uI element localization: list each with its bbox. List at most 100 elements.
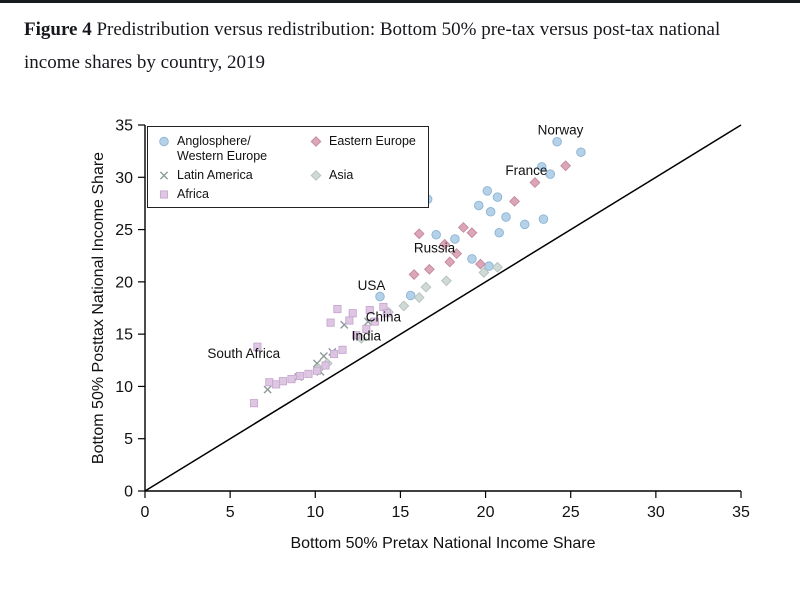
legend-label: Africa <box>177 187 209 202</box>
y-tick-label: 5 <box>124 432 133 449</box>
scatter-point <box>537 162 547 172</box>
legend-marker-diamond-icon <box>310 170 322 182</box>
x-tick-label: 35 <box>732 504 750 521</box>
x-tick-label: 30 <box>647 504 665 521</box>
scatter-point <box>529 177 541 189</box>
y-tick-label: 20 <box>115 275 133 292</box>
scatter-point <box>560 160 572 172</box>
legend-item-latin-america: Latin America <box>156 168 308 183</box>
series-asia <box>313 262 503 375</box>
legend-marker-diamond-icon <box>310 136 322 148</box>
scatter-point <box>310 170 322 182</box>
scatter-point <box>329 350 339 359</box>
scatter-point <box>287 375 296 384</box>
scatter-point <box>312 367 322 376</box>
figure-chart: 0 5 10 15 20 25 30 35 0 5 10 15 20 25 30 35 Norway France… <box>0 99 800 591</box>
scatter-point <box>326 318 335 328</box>
country-label-china: China <box>366 310 402 325</box>
scatter-point <box>333 305 342 314</box>
legend-marker-square-icon <box>159 190 169 199</box>
legend-label: Latin America <box>177 168 253 183</box>
scatter-point <box>319 352 328 361</box>
scatter-point <box>375 292 385 302</box>
scatter-point <box>405 291 416 301</box>
figure-title: Predistribution versus redistribution: B… <box>24 19 721 73</box>
scatter-point <box>474 201 484 211</box>
legend-item-asia: Asia <box>308 168 420 183</box>
legend-item-eastern-europe: Eastern Europe <box>308 134 420 164</box>
scatter-point <box>509 196 520 208</box>
scatter-point <box>475 258 486 270</box>
scatter-point <box>450 234 460 245</box>
country-label-india: India <box>352 329 382 344</box>
country-label-france: France <box>505 164 547 179</box>
scatter-point <box>545 169 556 180</box>
scatter-point <box>576 147 586 158</box>
chart-legend: Anglosphere/Western Europe Eastern Europe… <box>147 126 429 209</box>
legend-label: Anglosphere/Western Europe <box>177 134 268 164</box>
scatter-point <box>253 342 262 352</box>
scatter-point <box>159 137 169 147</box>
scatter-point <box>321 361 330 370</box>
scatter-point <box>492 262 503 273</box>
scatter-point <box>363 317 373 327</box>
scatter-point <box>370 317 379 326</box>
country-label-norway: Norway <box>538 123 584 138</box>
legend-item-anglosphere-western-europe: Anglosphere/Western Europe <box>156 134 308 164</box>
legend-label: Asia <box>329 168 354 183</box>
reference-line <box>144 124 742 492</box>
scatter-point <box>467 254 477 264</box>
scatter-point <box>413 292 425 304</box>
scatter-point <box>365 306 374 315</box>
scatter-point <box>352 331 361 340</box>
scatter-point <box>382 309 391 318</box>
y-tick-label: 35 <box>115 118 133 135</box>
series-eastern-europe <box>408 160 572 281</box>
scatter-point <box>338 346 347 355</box>
scatter-point <box>466 227 478 239</box>
scatter-point <box>413 228 425 240</box>
scatter-point <box>398 300 410 312</box>
country-label-south-africa: South Africa <box>207 347 280 362</box>
scatter-point <box>440 275 452 287</box>
legend-marker-x-icon <box>159 171 169 180</box>
scatter-point <box>310 136 322 148</box>
y-axis-title: Bottom 50% Posttax National Income Share <box>90 152 107 464</box>
scatter-point <box>249 399 259 408</box>
scatter-plot: 0 5 10 15 20 25 30 35 0 5 10 15 20 25 30 35 Norway France… <box>90 118 750 553</box>
y-tick-label: 30 <box>115 170 133 187</box>
scatter-point <box>431 230 441 240</box>
scatter-point <box>278 377 287 386</box>
x-tick-label: 10 <box>306 504 324 521</box>
y-tick-label: 10 <box>115 379 133 396</box>
scatter-point <box>265 378 274 387</box>
scatter-point <box>482 186 493 196</box>
y-tick-label: 15 <box>115 327 133 344</box>
scatter-point <box>519 219 530 230</box>
scatter-point <box>272 380 281 389</box>
legend-label: Eastern Europe <box>329 134 416 149</box>
scatter-point <box>348 309 357 318</box>
scatter-point <box>552 137 562 147</box>
scatter-point <box>538 214 549 225</box>
x-tick-label: 25 <box>562 504 580 521</box>
y-tick-label: 25 <box>115 222 133 239</box>
x-tick-label: 20 <box>477 504 495 521</box>
scatter-point <box>439 239 451 250</box>
scatter-point <box>478 267 490 279</box>
series-africa <box>249 303 391 408</box>
scatter-point <box>295 372 305 381</box>
x-tick-label: 0 <box>141 504 150 521</box>
country-label-russia: Russia <box>414 241 456 256</box>
x-tick-label: 5 <box>226 504 235 521</box>
figure-caption: Figure 4 Predistribution versus redistri… <box>0 3 800 79</box>
legend-item-africa: Africa <box>156 187 308 202</box>
y-tick-label: 0 <box>124 484 133 501</box>
scatter-point <box>485 207 496 217</box>
scatter-point <box>408 269 420 281</box>
legend-marker-circle-icon <box>159 137 169 147</box>
scatter-point <box>451 248 463 260</box>
scatter-point <box>444 256 456 268</box>
scatter-point <box>304 370 313 379</box>
scatter-point <box>501 212 511 223</box>
